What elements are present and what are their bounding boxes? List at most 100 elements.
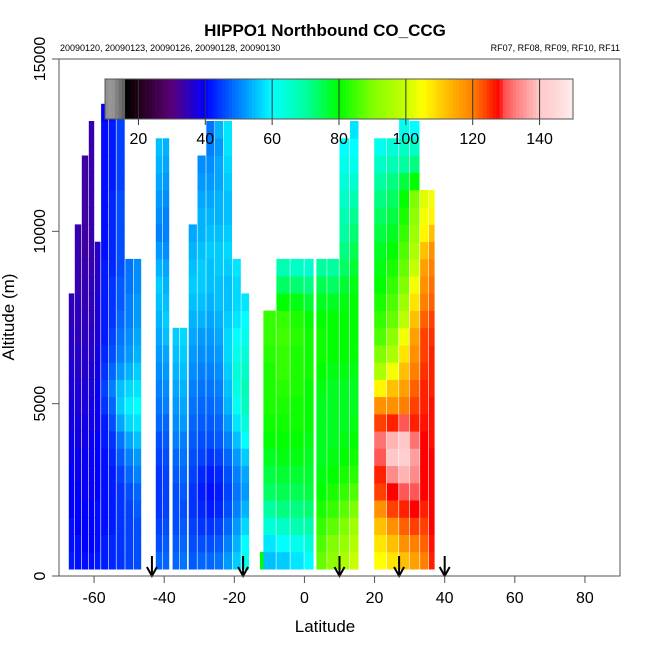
heatmap-cell: [133, 258, 142, 277]
colorbar-swatch: [131, 79, 136, 119]
heatmap-cell: [339, 138, 350, 156]
heatmap-cell: [409, 396, 420, 415]
heatmap-cell: [116, 327, 125, 346]
heatmap-cell: [133, 293, 142, 311]
heatmap-cell: [374, 310, 387, 329]
colorbar-frame: [104, 78, 574, 120]
heatmap-cell: [241, 534, 250, 553]
heatmap-cell: [206, 500, 215, 518]
heatmap-cell: [428, 534, 435, 553]
heatmap-cell: [81, 190, 89, 208]
heatmap-cell: [409, 534, 420, 553]
heatmap-cell: [386, 172, 399, 191]
colorbar-swatch: [412, 79, 417, 119]
heatmap-cell: [316, 379, 327, 398]
colorbar-swatch: [552, 79, 557, 119]
heatmap-cell: [290, 500, 304, 518]
heatmap-cell: [116, 276, 125, 294]
heatmap-cell: [386, 345, 399, 363]
heatmap-cell: [206, 276, 215, 294]
heatmap-cell: [188, 224, 197, 242]
heatmap-cell: [339, 414, 350, 432]
heatmap-cell: [409, 258, 420, 277]
heatmap-cell: [101, 190, 109, 208]
heatmap-cell: [263, 517, 276, 535]
colorbar-swatch: [522, 79, 527, 119]
heatmap-cell: [428, 414, 435, 432]
heatmap-cell: [263, 327, 276, 346]
heatmap-cell: [101, 517, 109, 535]
heatmap-cell: [386, 327, 399, 346]
colorbar-swatch: [512, 79, 517, 119]
heatmap-cell: [409, 482, 420, 501]
heatmap-cell: [428, 258, 435, 277]
colorbar-swatch: [352, 79, 357, 119]
x-tick-label: 0: [300, 590, 309, 607]
heatmap-cell: [68, 517, 75, 535]
heatmap-cell: [125, 327, 134, 346]
heatmap-cell: [101, 551, 109, 570]
heatmap-cell: [125, 465, 134, 484]
heatmap-cell: [223, 310, 232, 329]
heatmap-cell: [133, 379, 142, 398]
heatmap-cell: [197, 362, 206, 380]
heatmap-cell: [188, 517, 197, 535]
heatmap-cell: [101, 465, 109, 484]
heatmap-cell: [101, 310, 109, 329]
colorbar-swatch: [445, 79, 450, 119]
colorbar-swatch: [248, 79, 253, 119]
heatmap-cell: [108, 379, 116, 398]
colorbar-swatch: [559, 79, 564, 119]
x-axis: -60 -40 -20 0 20 40 60 80: [83, 576, 594, 607]
heatmap-cell: [232, 448, 241, 467]
heatmap-cell: [108, 414, 116, 432]
colorbar-swatch: [188, 79, 193, 119]
heatmap-cell: [276, 517, 290, 535]
heatmap-cell: [223, 396, 232, 415]
heatmap-cell: [162, 172, 170, 191]
heatmap-cell: [125, 396, 134, 415]
heatmap-cell: [428, 551, 435, 570]
heatmap-cell: [276, 327, 290, 346]
heatmap-cell: [223, 379, 232, 398]
heatmap-cell: [316, 310, 327, 329]
heatmap-cell: [374, 551, 387, 570]
heatmap-cell: [172, 500, 180, 518]
heatmap-cell: [223, 258, 232, 277]
heatmap-cell: [162, 379, 170, 398]
heatmap-cell: [162, 190, 170, 208]
heatmap-cell: [108, 276, 116, 294]
colorbar-swatch: [562, 79, 567, 119]
heatmap-cell: [339, 276, 350, 294]
heatmap-cell: [162, 517, 170, 535]
heatmap-cell: [116, 431, 125, 449]
heatmap-cell: [316, 362, 327, 380]
curtain-column: [197, 155, 206, 570]
heatmap-cell: [223, 121, 232, 139]
colorbar-swatch: [232, 79, 236, 119]
heatmap-cell: [125, 362, 134, 380]
heatmap-cell: [327, 465, 339, 484]
heatmap-cell: [339, 327, 350, 346]
heatmap-cell: [232, 258, 241, 277]
heatmap-cell: [232, 465, 241, 484]
colorbar-swatch: [439, 79, 443, 119]
heatmap-cell: [197, 551, 206, 570]
heatmap-cell: [215, 414, 224, 432]
heatmap-cell: [428, 482, 435, 501]
heatmap-cell: [188, 414, 197, 432]
heatmap-cell: [116, 172, 125, 191]
heatmap-cell: [223, 362, 232, 380]
x-tick-label: -60: [83, 590, 106, 607]
heatmap-cell: [162, 500, 170, 518]
heatmap-cell: [94, 258, 101, 277]
heatmap-cell: [101, 258, 109, 277]
heatmap-cell: [206, 414, 215, 432]
heatmap-cell: [162, 345, 170, 363]
heatmap-cell: [374, 345, 387, 363]
colorbar-swatch: [529, 79, 534, 119]
heatmap-cell: [399, 465, 409, 484]
heatmap-cell: [409, 155, 420, 174]
colorbar-swatch: [435, 79, 440, 119]
curtain-column: [162, 138, 170, 570]
